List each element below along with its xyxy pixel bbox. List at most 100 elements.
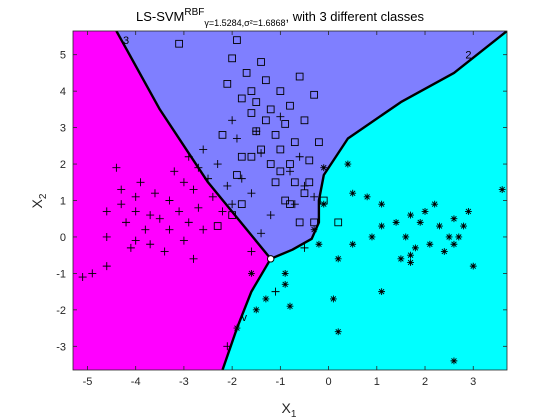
point-asterisk-10 [426, 240, 434, 248]
point-square-2 [228, 54, 236, 63]
point-plus-47 [257, 229, 266, 238]
y-axis-label-group: X2 [29, 193, 49, 208]
point-plus-1 [78, 273, 87, 282]
point-square-43 [286, 200, 294, 208]
point-plus-50 [276, 112, 285, 121]
point-square-8 [247, 87, 256, 95]
x-tick-label--1: -1 [275, 376, 285, 388]
point-plus-39 [223, 181, 232, 190]
point-square-46 [334, 218, 343, 227]
point-plus-15 [141, 225, 150, 234]
point-square-37 [218, 131, 227, 139]
point-asterisk-29 [330, 295, 337, 303]
point-plus-2 [88, 269, 97, 278]
point-plus-49 [266, 211, 275, 220]
point-asterisk-17 [397, 255, 405, 263]
point-plus-31 [194, 163, 203, 172]
point-square-26 [290, 138, 299, 147]
point-asterisk-36 [281, 270, 289, 277]
point-square-20 [276, 145, 285, 154]
point-plus-22 [165, 225, 174, 234]
boundary-vertex [267, 255, 275, 263]
point-plus-35 [204, 174, 213, 183]
y-axis-label: X2 [29, 193, 49, 208]
point-plus-14 [136, 178, 145, 187]
point-plus-29 [189, 185, 198, 194]
point-asterisk-33 [310, 226, 318, 234]
point-square-7 [247, 109, 256, 117]
point-square-6 [242, 69, 251, 77]
point-square-42 [276, 167, 285, 176]
y-axis-label-base: X [29, 198, 45, 208]
point-square-5 [237, 94, 246, 103]
point-square-18 [271, 131, 280, 139]
x-tick-label-2: 2 [422, 376, 428, 388]
point-asterisk-41 [450, 357, 458, 365]
point-plus-28 [184, 218, 193, 227]
y-tick-label-0: 0 [60, 232, 66, 244]
point-plus-24 [175, 207, 184, 216]
x-tick-label--3: -3 [179, 376, 189, 388]
data-points [78, 36, 506, 365]
point-asterisk-39 [248, 270, 255, 277]
point-plus-51 [286, 167, 294, 176]
point-square-41 [247, 152, 256, 161]
point-plus-25 [179, 178, 188, 187]
point-square-45 [305, 178, 314, 187]
plot-area: 3 2 v [73, 31, 507, 370]
point-asterisk-2 [465, 208, 472, 215]
point-plus-34 [199, 225, 208, 234]
x-tick-label-1: 1 [374, 376, 380, 388]
point-asterisk-22 [368, 233, 376, 241]
point-plus-58 [223, 342, 232, 351]
point-plus-19 [155, 214, 164, 223]
x-tick-label--5: -5 [83, 376, 93, 388]
point-square-36 [233, 171, 241, 179]
point-asterisk-11 [421, 208, 429, 215]
region-class-2 [116, 31, 507, 259]
point-plus-20 [160, 247, 169, 256]
point-square-13 [262, 116, 270, 125]
point-asterisk-40 [233, 324, 241, 332]
point-plus-38 [218, 207, 227, 216]
point-plus-33 [199, 145, 208, 154]
point-asterisk-18 [392, 218, 400, 226]
point-square-32 [315, 138, 323, 147]
point-plus-3 [102, 262, 111, 271]
point-asterisk-4 [455, 233, 463, 241]
point-asterisk-32 [315, 240, 323, 248]
chart-title: LS-SVMRBFγ=1.5284,σ²=1.6868, with 3 diff… [136, 7, 425, 28]
point-plus-21 [165, 196, 174, 205]
point-asterisk-43 [407, 251, 414, 259]
point-plus-36 [208, 192, 217, 201]
point-square-11 [257, 58, 265, 66]
point-square-24 [286, 101, 294, 110]
point-asterisk-3 [460, 222, 467, 230]
point-asterisk-7 [440, 248, 448, 255]
point-asterisk-42 [469, 262, 477, 270]
point-asterisk-37 [262, 295, 270, 303]
point-square-4 [233, 36, 241, 44]
point-plus-8 [117, 200, 126, 209]
x-tick-label--2: -2 [227, 376, 237, 388]
point-plus-46 [252, 127, 261, 136]
y-tick-label-4: 4 [60, 86, 66, 98]
x-axis-label-sub: 1 [291, 409, 297, 420]
point-square-35 [237, 152, 246, 161]
point-asterisk-16 [402, 233, 410, 241]
y-tick-label-5: 5 [60, 50, 66, 62]
point-square-17 [271, 178, 280, 187]
axis-ticks: -5 -4 -3 -2 -1 0 1 2 3 -3 -2 -1 0 1 2 3 4 5 [56, 31, 507, 388]
point-plus-32 [194, 203, 203, 212]
y-tick-label-2: 2 [60, 159, 66, 171]
point-plus-4 [102, 207, 111, 216]
point-plus-13 [131, 236, 140, 245]
boundary-label-1: 3 [123, 35, 129, 47]
point-asterisk-15 [407, 259, 414, 266]
point-plus-42 [232, 134, 241, 143]
point-asterisk-26 [344, 160, 352, 168]
decision-boundaries [115, 31, 507, 370]
point-plus-5 [102, 232, 111, 241]
point-asterisk-23 [363, 193, 371, 201]
